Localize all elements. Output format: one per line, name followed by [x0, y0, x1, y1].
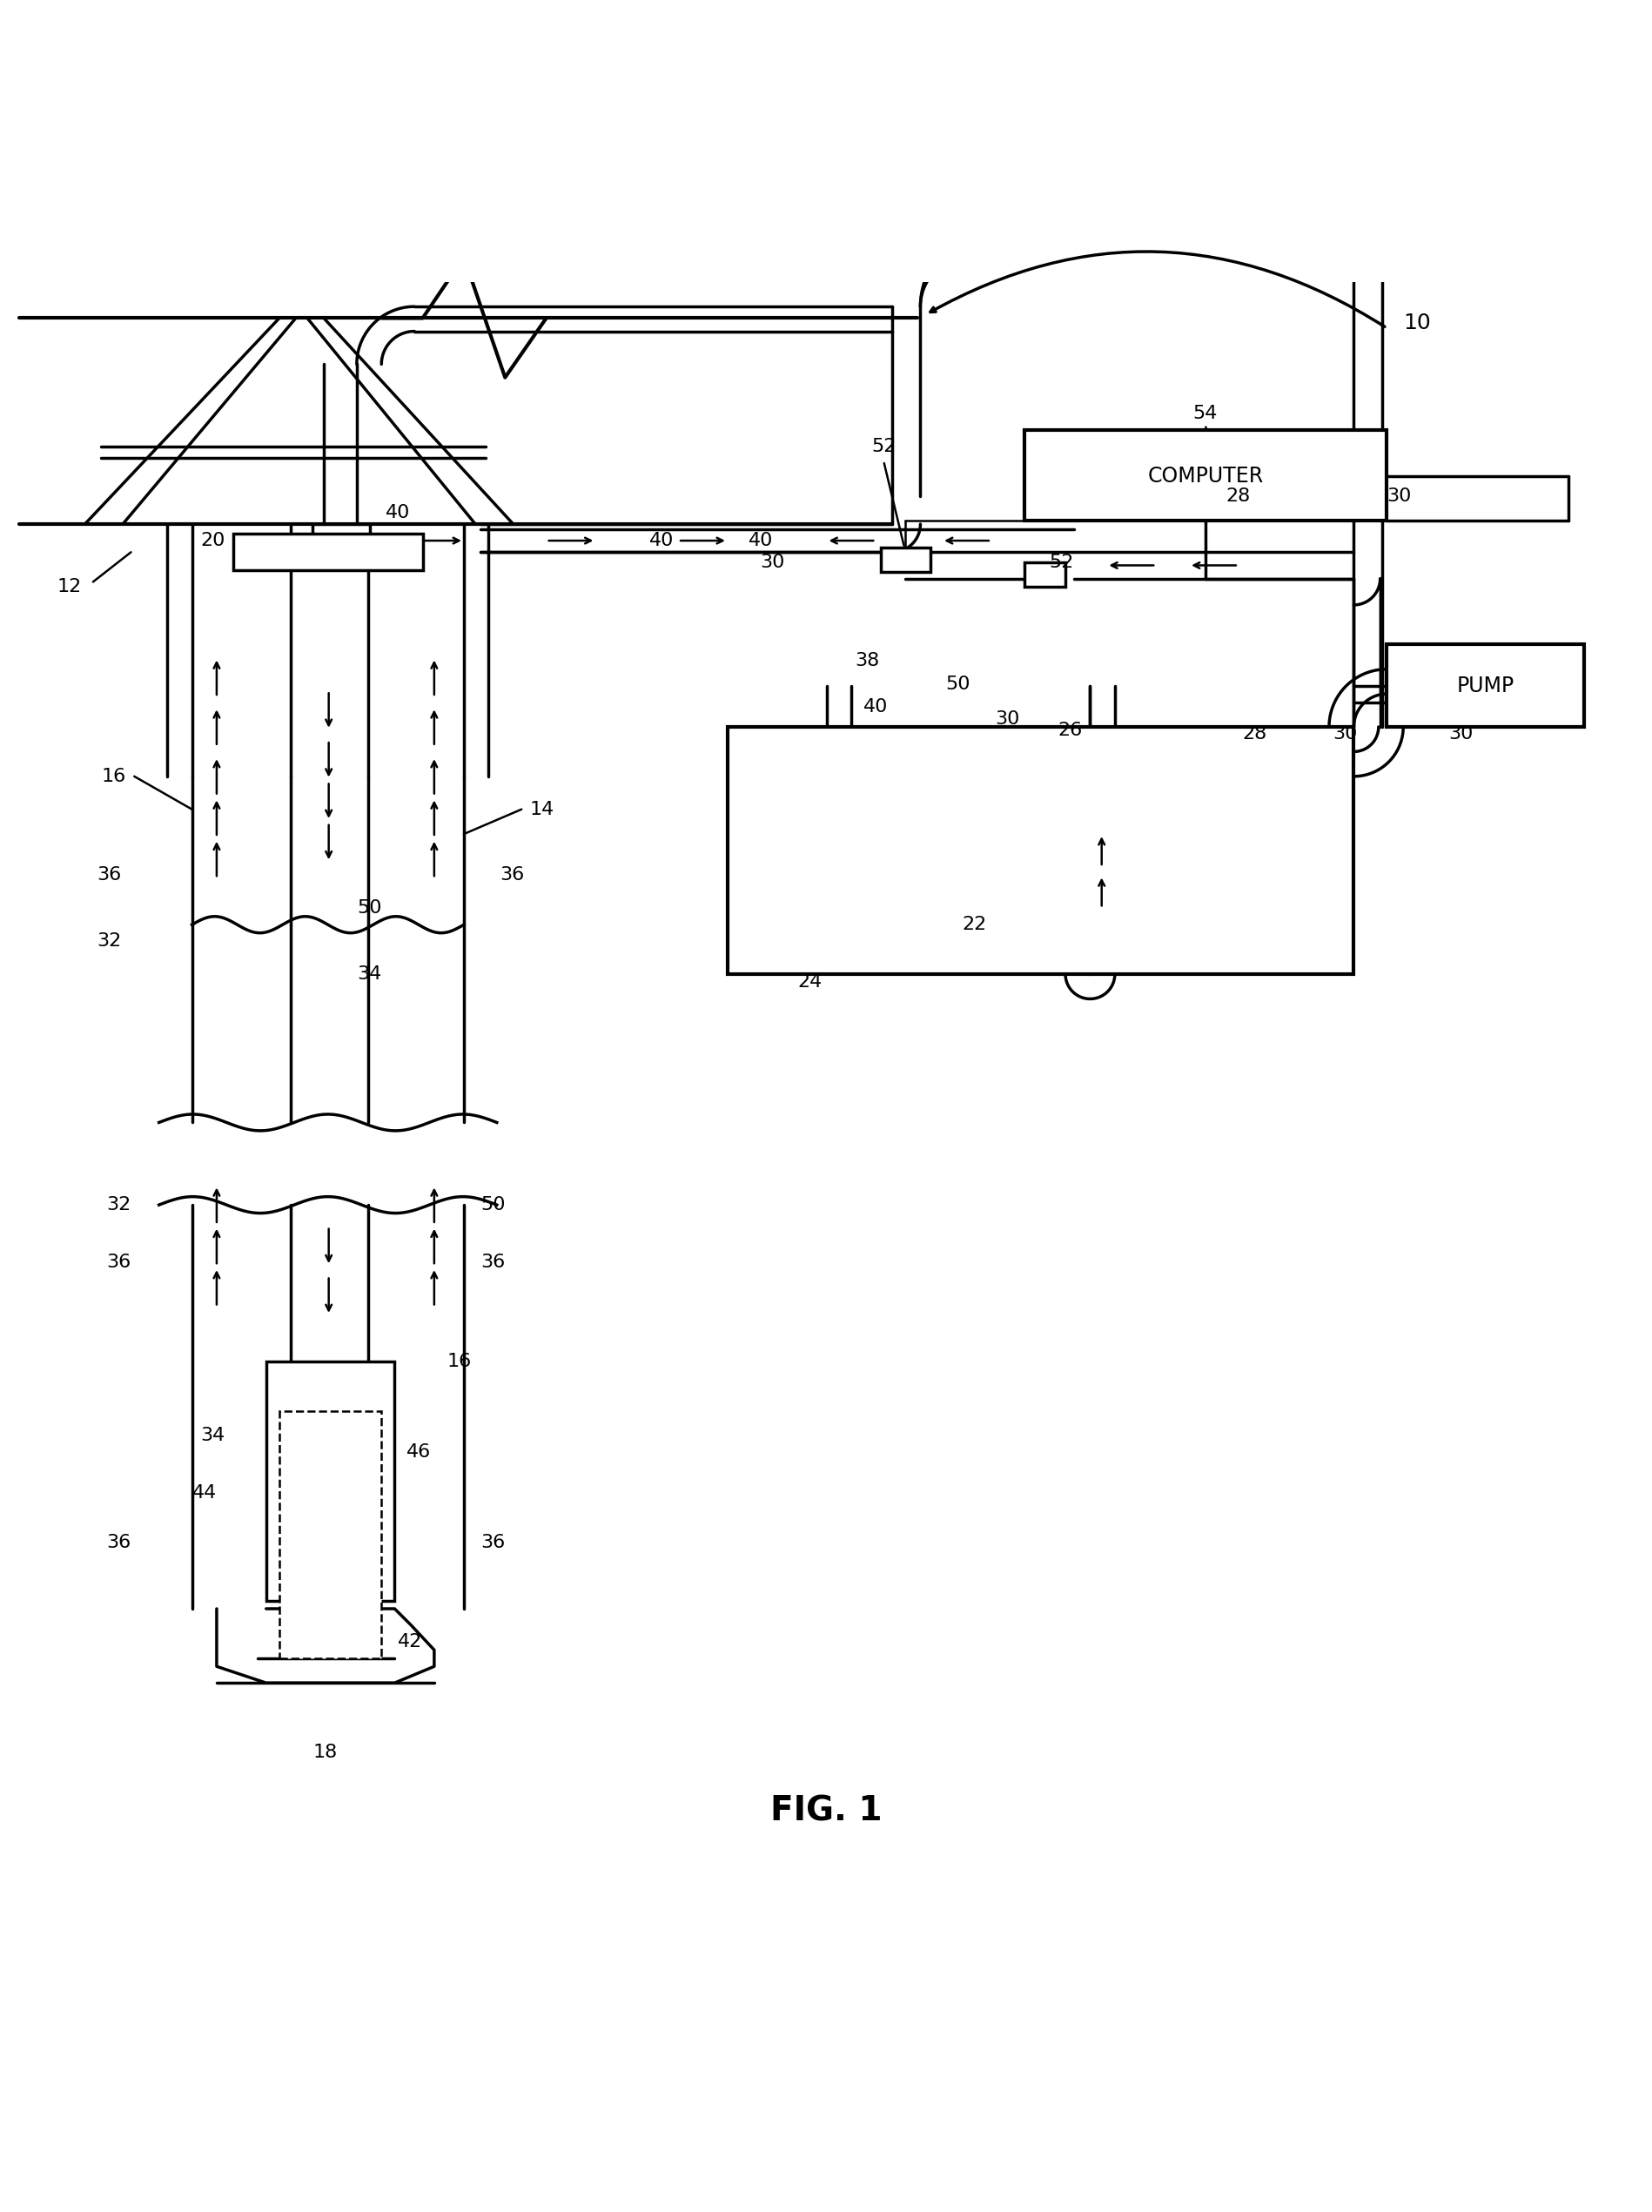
Text: 30: 30	[995, 710, 1019, 728]
Text: 50: 50	[945, 675, 970, 692]
Bar	[266, 1360, 395, 1601]
Text: 34: 34	[357, 964, 382, 982]
Text: 16: 16	[101, 768, 126, 785]
Text: 34: 34	[200, 1427, 225, 1444]
Text: 20: 20	[200, 531, 225, 549]
Bar	[233, 533, 423, 571]
Text: 40: 40	[748, 531, 773, 549]
Text: 30: 30	[1333, 726, 1358, 743]
Bar	[312, 524, 370, 551]
Bar	[279, 1411, 382, 1659]
Text: 28: 28	[1242, 726, 1267, 743]
Text: 40: 40	[385, 504, 410, 522]
Text: 40: 40	[649, 531, 674, 549]
Bar	[1024, 562, 1066, 586]
Text: 24: 24	[798, 973, 821, 991]
Bar	[881, 546, 930, 573]
Text: 40: 40	[862, 699, 887, 717]
Text: 30: 30	[1386, 487, 1411, 504]
Text: COMPUTER: COMPUTER	[1146, 467, 1262, 487]
Text: 10: 10	[1403, 312, 1431, 334]
Text: 30: 30	[1447, 726, 1472, 743]
Text: 12: 12	[56, 577, 81, 595]
Text: 18: 18	[312, 1743, 337, 1761]
Text: 36: 36	[96, 867, 121, 885]
Text: 36: 36	[481, 1535, 504, 1551]
Text: 46: 46	[406, 1444, 431, 1460]
Text: 16: 16	[448, 1354, 472, 1369]
Text: 36: 36	[501, 867, 524, 885]
Text: 22: 22	[961, 916, 986, 933]
Text: 36: 36	[106, 1254, 131, 1272]
Text: 44: 44	[192, 1484, 216, 1502]
Text: 14: 14	[530, 801, 553, 818]
Text: 50: 50	[481, 1197, 506, 1214]
Text: 52: 52	[871, 438, 895, 456]
Text: FIG. 1: FIG. 1	[770, 1794, 882, 1827]
Text: 54: 54	[1193, 405, 1218, 422]
Text: 36: 36	[481, 1254, 504, 1272]
Text: 50: 50	[357, 900, 382, 918]
Text: 42: 42	[398, 1632, 423, 1650]
Text: 32: 32	[106, 1197, 131, 1214]
Text: 36: 36	[106, 1535, 131, 1551]
Bar	[1024, 429, 1386, 520]
Text: 28: 28	[1226, 487, 1251, 504]
Text: 30: 30	[760, 553, 785, 571]
Bar	[727, 728, 1353, 973]
Text: 52: 52	[1049, 553, 1074, 571]
Bar	[1386, 644, 1584, 728]
Text: 32: 32	[96, 933, 121, 949]
Text: 38: 38	[854, 653, 879, 670]
Text: 26: 26	[1057, 721, 1082, 739]
Text: PUMP: PUMP	[1455, 675, 1513, 697]
